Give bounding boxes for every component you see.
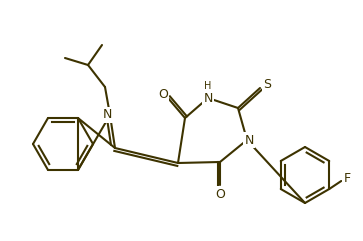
Text: S: S (263, 78, 271, 91)
Text: O: O (158, 88, 168, 101)
Text: N: N (102, 108, 112, 121)
Text: N: N (244, 134, 254, 147)
Text: H: H (204, 81, 212, 91)
Text: F: F (344, 172, 351, 185)
Text: O: O (215, 187, 225, 201)
Text: N: N (203, 92, 213, 105)
